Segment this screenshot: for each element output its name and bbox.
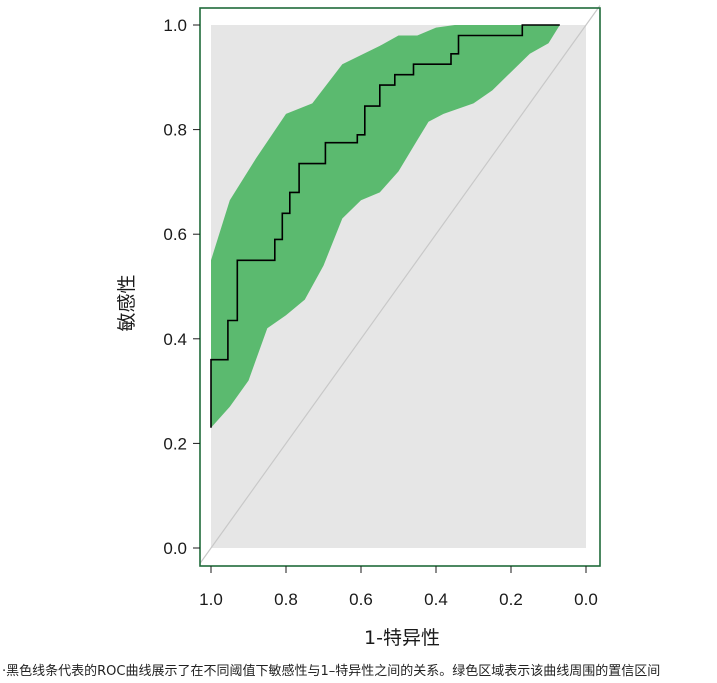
axes: 0.0 0.2 0.4 0.6 0.8 1.0 1.0 0.8 0.6 0.4 0.2 0.0 xyxy=(163,7,601,609)
x-tick-label: 0.4 xyxy=(424,590,448,609)
x-tick-label: 0.2 xyxy=(499,590,523,609)
plot-frame xyxy=(199,7,601,567)
y-axis-title: 敏感性 xyxy=(116,274,138,331)
y-tick-label: 0.0 xyxy=(163,539,187,558)
roc-curve-line xyxy=(210,24,560,428)
x-tick-label: 0.0 xyxy=(574,590,598,609)
y-tick-label: 0.4 xyxy=(163,330,187,349)
y-tick-label: 0.2 xyxy=(163,434,187,453)
x-tick-label: 0.6 xyxy=(349,590,373,609)
y-tick-label: 0.6 xyxy=(163,225,187,244)
x-tick-label: 1.0 xyxy=(199,590,223,609)
y-tick-label: 0.8 xyxy=(163,121,187,140)
plot-area xyxy=(199,5,601,564)
y-tick-label: 1.0 xyxy=(163,16,187,35)
roc-chart: 0.0 0.2 0.4 0.6 0.8 1.0 1.0 0.8 0.6 0.4 0.2 0.0 1-特… xyxy=(116,5,601,649)
confidence-band xyxy=(211,25,560,428)
x-axis-title: 1-特异性 xyxy=(364,627,440,649)
figure-caption: ·黑色线条代表的ROC曲线展示了在不同阈值下敏感性与1–特异性之间的关系。绿色区… xyxy=(2,664,661,679)
reference-diagonal-line xyxy=(199,5,601,564)
x-tick-label: 0.8 xyxy=(274,590,298,609)
